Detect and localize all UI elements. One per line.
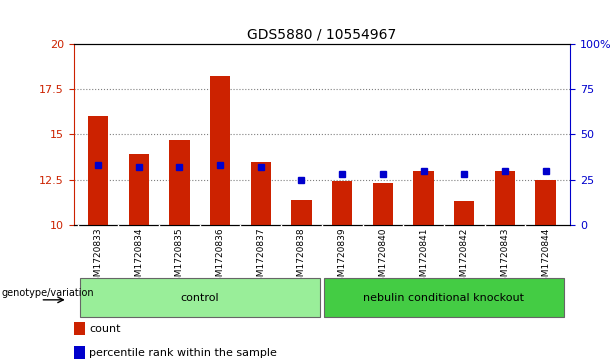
- Text: GSM1720843: GSM1720843: [500, 228, 509, 288]
- Text: GSM1720840: GSM1720840: [378, 228, 387, 288]
- Text: GSM1720837: GSM1720837: [256, 228, 265, 288]
- Text: count: count: [89, 323, 120, 334]
- Text: GSM1720841: GSM1720841: [419, 228, 428, 288]
- Bar: [88, 116, 108, 225]
- Bar: [80, 278, 320, 317]
- Bar: [291, 200, 311, 225]
- Text: GSM1720838: GSM1720838: [297, 228, 306, 288]
- Bar: [251, 162, 271, 225]
- Bar: [332, 182, 352, 225]
- Bar: [324, 278, 564, 317]
- Bar: [495, 171, 515, 225]
- Bar: [74, 346, 85, 359]
- Bar: [129, 154, 149, 225]
- Text: percentile rank within the sample: percentile rank within the sample: [89, 347, 276, 358]
- Text: control: control: [180, 293, 219, 303]
- Text: GSM1720836: GSM1720836: [216, 228, 224, 288]
- Text: GSM1720833: GSM1720833: [93, 228, 102, 288]
- Bar: [74, 322, 85, 335]
- Bar: [373, 183, 393, 225]
- Text: GSM1720842: GSM1720842: [460, 228, 469, 288]
- Bar: [169, 140, 189, 225]
- Text: GSM1720835: GSM1720835: [175, 228, 184, 288]
- Text: genotype/variation: genotype/variation: [1, 288, 94, 298]
- Text: nebulin conditional knockout: nebulin conditional knockout: [364, 293, 525, 303]
- Bar: [413, 171, 434, 225]
- Bar: [454, 201, 474, 225]
- Bar: [536, 180, 556, 225]
- Text: GSM1720844: GSM1720844: [541, 228, 550, 288]
- Bar: [210, 76, 230, 225]
- Text: GSM1720839: GSM1720839: [338, 228, 347, 288]
- Title: GDS5880 / 10554967: GDS5880 / 10554967: [247, 27, 397, 41]
- Text: GSM1720834: GSM1720834: [134, 228, 143, 288]
